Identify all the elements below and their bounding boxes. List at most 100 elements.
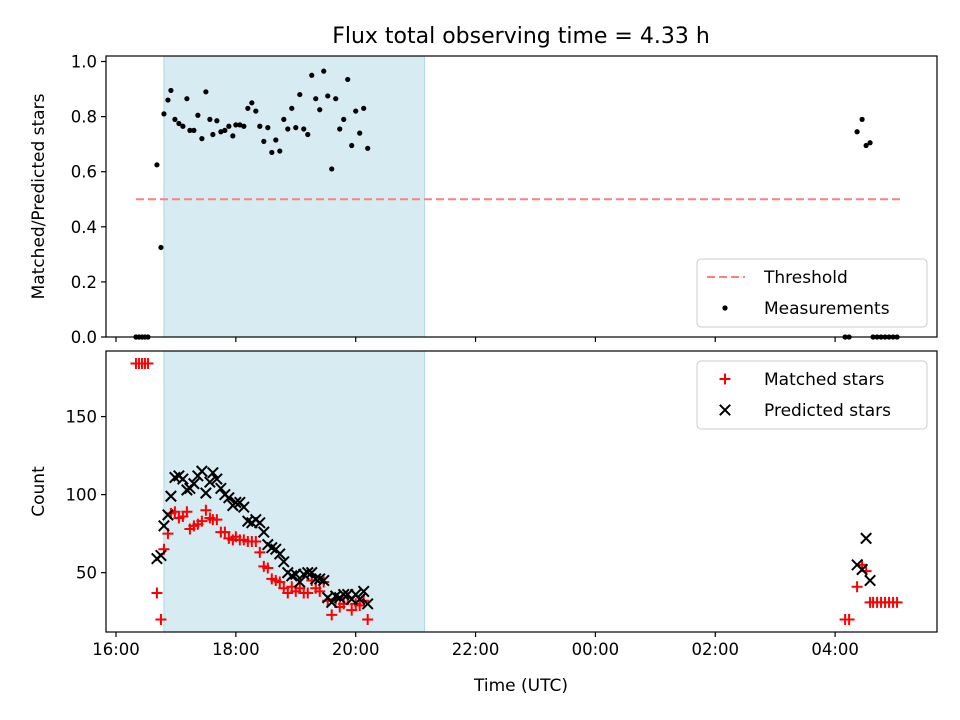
- y-tick-label: 0.2: [71, 273, 97, 292]
- bottom-panel: 50 100 150 Count 16:00 18:00 20:00 22:00 00:00 02…: [29, 350, 938, 659]
- data-point: [250, 535, 262, 547]
- data-point: [165, 490, 177, 503]
- data-point: [305, 131, 311, 138]
- y-axis-label: Matched/Predicted stars: [29, 93, 49, 299]
- data-point: [195, 465, 208, 478]
- legend: Threshold Measurements: [696, 258, 928, 328]
- data-point: [365, 145, 371, 151]
- data-point: [154, 162, 160, 168]
- data-point: [317, 107, 323, 113]
- data-point: [184, 96, 190, 102]
- y-tick-label: 1.0: [71, 53, 97, 72]
- data-point: [864, 574, 876, 587]
- data-point: [222, 127, 228, 133]
- x-tick-label: 16:00: [92, 640, 140, 659]
- legend-label: Matched stars: [764, 370, 884, 390]
- data-point: [859, 116, 865, 122]
- top-panel: 0.0 0.2 0.4 0.6 0.8 1.0 Matched/Predicted star…: [29, 53, 938, 347]
- x-tick-label: 02:00: [691, 640, 739, 659]
- data-point: [301, 566, 314, 579]
- y-tick-label: 100: [66, 486, 98, 505]
- legend-box: [696, 258, 928, 328]
- data-point: [361, 105, 367, 111]
- data-point: [273, 137, 279, 143]
- x-tick-label: 18:00: [212, 640, 260, 659]
- data-point: [274, 576, 286, 588]
- data-point: [317, 574, 330, 587]
- data-point: [142, 357, 154, 369]
- data-point: [196, 515, 208, 527]
- axes-frame: [105, 55, 938, 338]
- data-point: [176, 120, 182, 127]
- legend-marker: [719, 404, 731, 416]
- y-tick-label: 0.4: [71, 218, 97, 237]
- data-point: [851, 581, 863, 593]
- data-point: [181, 506, 193, 518]
- y-tick-label: 50: [76, 564, 97, 583]
- data-point: [211, 514, 223, 526]
- data-point: [158, 244, 164, 251]
- legend-box: [696, 360, 928, 430]
- data-point: [297, 91, 303, 98]
- data-point: [302, 587, 314, 599]
- data-point: [305, 566, 318, 579]
- legend-marker: [722, 305, 728, 311]
- data-point: [172, 116, 178, 122]
- data-point: [265, 125, 271, 131]
- data-point: [214, 482, 227, 495]
- data-point: [333, 96, 339, 102]
- data-point: [326, 609, 338, 621]
- data-point: [289, 105, 295, 111]
- x-tick-label: 20:00: [332, 640, 380, 659]
- data-point: [257, 526, 270, 538]
- y-tick-label: 0.6: [71, 163, 97, 182]
- data-point: [207, 116, 213, 122]
- y-tick-label: 150: [66, 408, 98, 427]
- data-point: [349, 142, 355, 149]
- data-point: [325, 596, 338, 609]
- data-point: [337, 126, 343, 132]
- y-tick-label: 0.0: [71, 328, 97, 347]
- data-point: [257, 123, 263, 129]
- data-point: [230, 133, 236, 139]
- data-point: [165, 97, 171, 103]
- data-point: [253, 108, 259, 114]
- data-point: [361, 597, 374, 610]
- data-point: [273, 548, 286, 560]
- data-point: [854, 129, 860, 135]
- x-tick-label: 00:00: [572, 640, 620, 659]
- data-point: [353, 108, 359, 114]
- data-point: [357, 585, 370, 598]
- chart-title: Flux total observing time = 4.33 h: [332, 24, 710, 49]
- data-point: [309, 72, 315, 78]
- data-point: [341, 116, 347, 122]
- data-point: [245, 105, 251, 111]
- data-point: [206, 466, 219, 479]
- data-point: [210, 131, 216, 138]
- data-point: [313, 96, 319, 102]
- data-point: [337, 588, 350, 601]
- data-point: [219, 526, 231, 538]
- data-point: [155, 614, 167, 626]
- data-point: [191, 127, 197, 133]
- data-point: [856, 563, 868, 576]
- data-point: [353, 593, 366, 606]
- data-point: [229, 496, 242, 509]
- data-point: [199, 487, 212, 499]
- data-point: [262, 562, 274, 574]
- data-point: [293, 125, 299, 131]
- data-point: [161, 111, 167, 117]
- axes-frame: [105, 350, 938, 633]
- data-point: [158, 519, 170, 532]
- data-point: [321, 68, 327, 74]
- data-point: [203, 89, 209, 95]
- legend-label: Threshold: [763, 268, 848, 288]
- data-point: [253, 516, 266, 529]
- data-point: [254, 546, 266, 558]
- data-point: [218, 129, 224, 135]
- legend: Matched stars Predicted stars: [696, 360, 928, 430]
- y-axis-label: Count: [29, 466, 49, 517]
- legend-label: Measurements: [764, 299, 890, 319]
- data-point: [222, 491, 235, 504]
- data-point: [863, 142, 869, 149]
